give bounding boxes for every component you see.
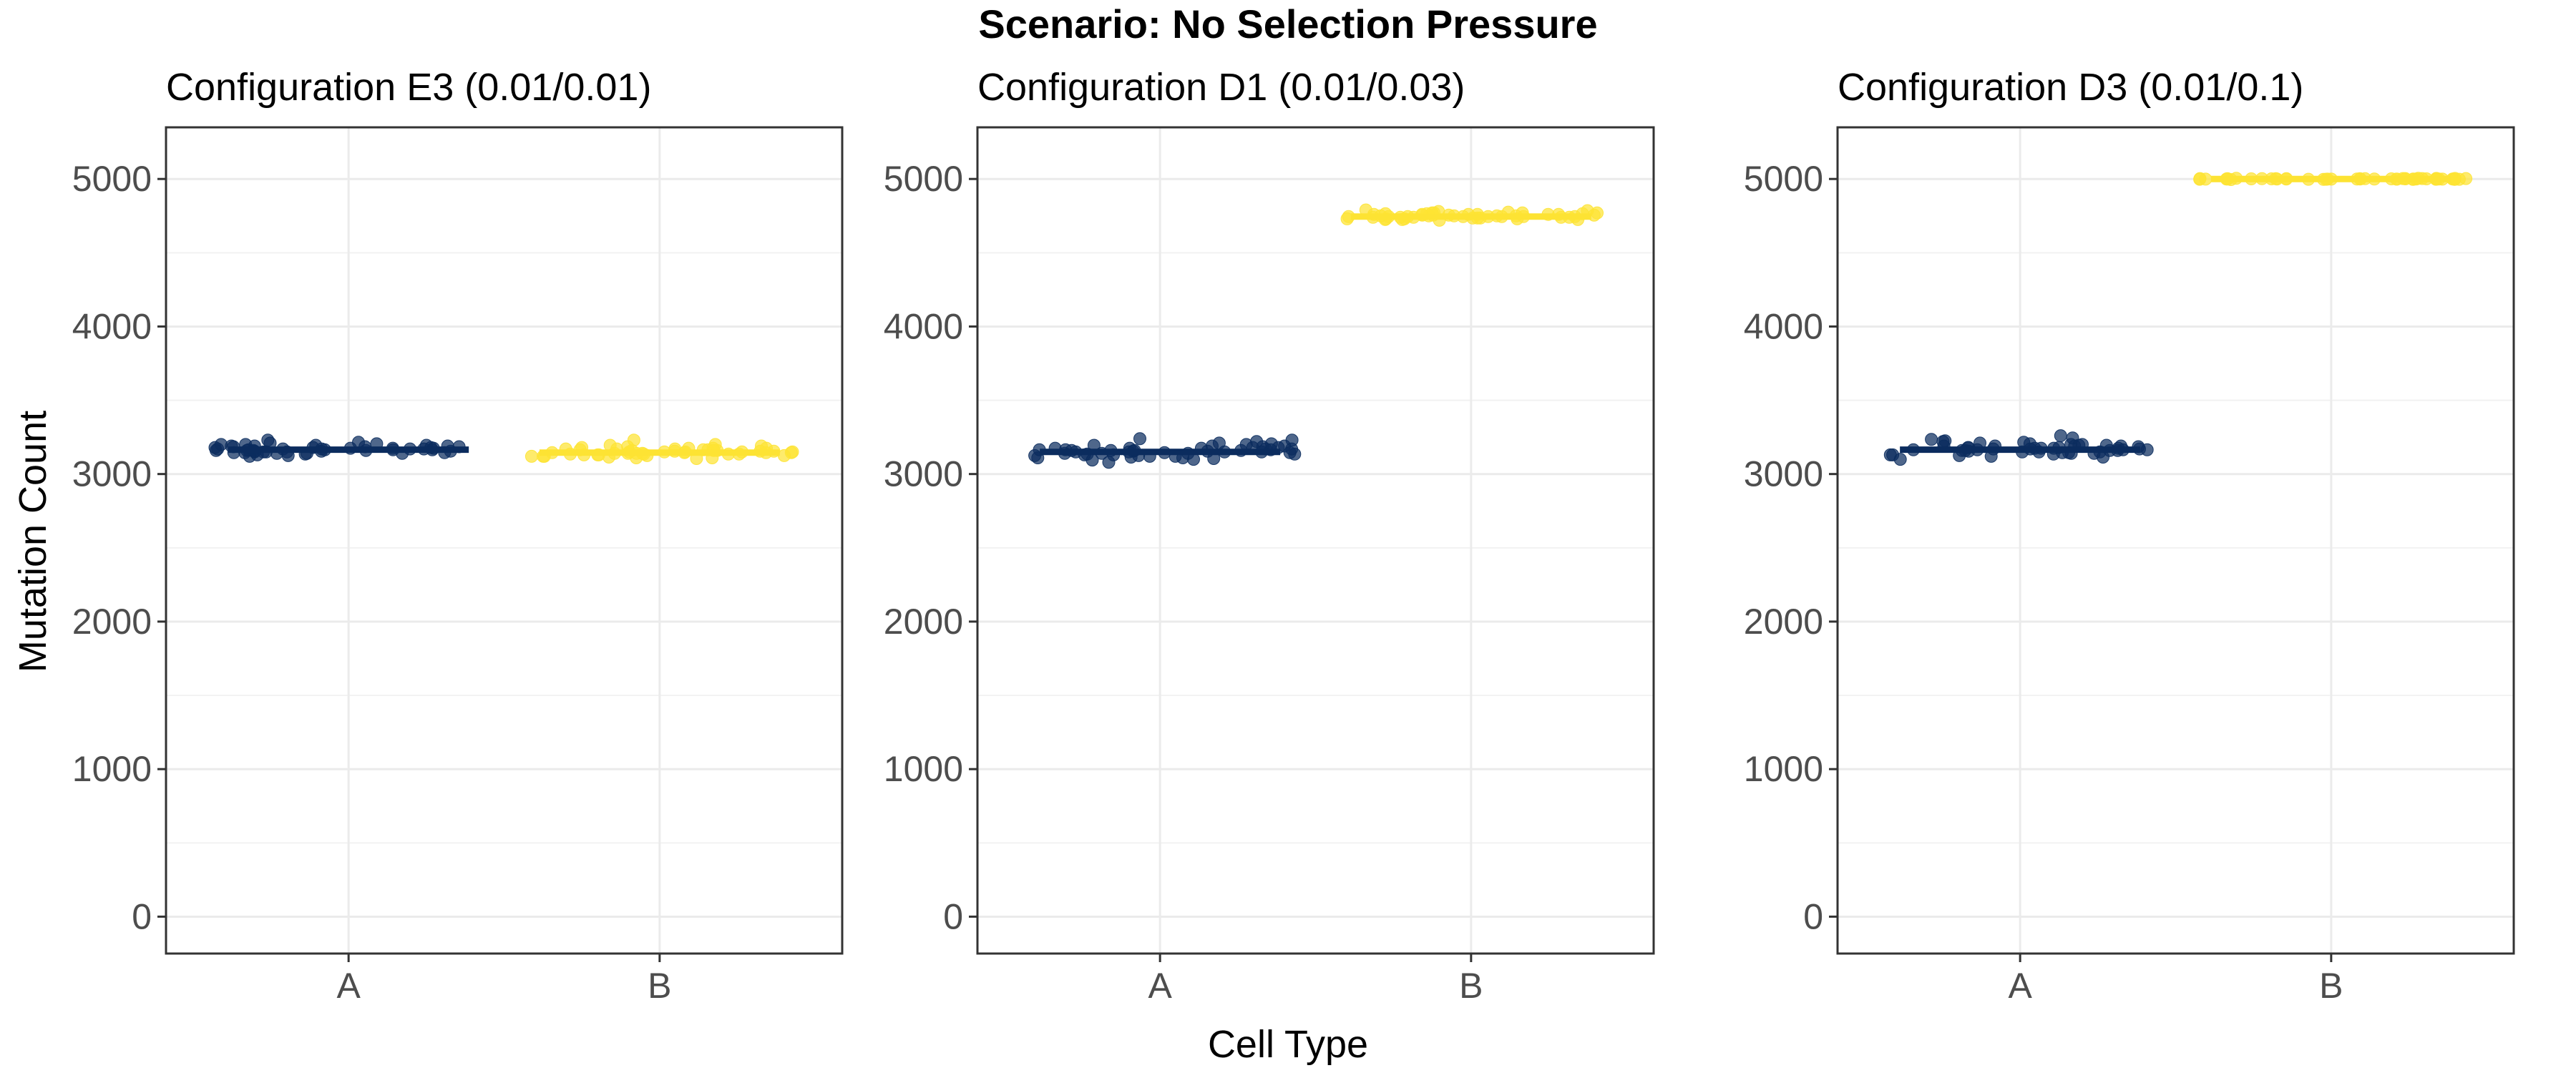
y-tick-label: 2000 bbox=[72, 602, 152, 642]
data-point bbox=[1278, 439, 1292, 453]
x-tick-label-a: A bbox=[336, 966, 361, 1006]
x-axis-title: Cell Type bbox=[1208, 1023, 1368, 1066]
y-tick-label: 3000 bbox=[1744, 454, 1823, 494]
y-tick-label: 1000 bbox=[884, 749, 963, 789]
panels-group: 0 1000 2000 3000 4000 5000 A B Configuration E3 … bbox=[72, 66, 2515, 1006]
data-point bbox=[2140, 443, 2154, 456]
data-point bbox=[1925, 433, 1938, 446]
chart-title: Scenario: No Selection Pressure bbox=[978, 1, 1597, 46]
y-tick-label: 1000 bbox=[1744, 749, 1823, 789]
y-tick-label: 3000 bbox=[884, 454, 963, 494]
data-point bbox=[1883, 448, 1897, 461]
data-point bbox=[1133, 432, 1146, 446]
panel-title: Configuration E3 (0.01/0.01) bbox=[166, 66, 651, 109]
panel-border bbox=[976, 126, 1655, 955]
panel-border bbox=[1836, 126, 2515, 955]
y-tick-label: 4000 bbox=[72, 306, 152, 346]
y-axis-title: Mutation Count bbox=[11, 411, 54, 672]
x-tick-label-b: B bbox=[648, 966, 671, 1006]
data-point bbox=[2066, 431, 2079, 445]
y-tick-label: 4000 bbox=[1744, 306, 1823, 346]
panel-title: Configuration D1 (0.01/0.03) bbox=[977, 66, 1465, 109]
panel-background bbox=[166, 127, 842, 954]
data-point bbox=[1264, 437, 1278, 451]
x-tick-label-b: B bbox=[2319, 966, 2343, 1006]
y-tick-label: 0 bbox=[132, 896, 152, 936]
panel-2: 0 1000 2000 3000 4000 5000 A B Configuration D1 … bbox=[884, 66, 1655, 1006]
x-tick-label-a: A bbox=[2008, 966, 2032, 1006]
panel-background bbox=[1838, 127, 2514, 954]
data-point bbox=[525, 449, 538, 463]
y-tick-label: 5000 bbox=[884, 159, 963, 199]
y-tick-label: 0 bbox=[1803, 896, 1823, 936]
data-point bbox=[2054, 429, 2067, 443]
data-point bbox=[786, 445, 799, 459]
y-tick-label: 3000 bbox=[72, 454, 152, 494]
y-tick-label: 0 bbox=[943, 896, 963, 936]
y-tick-label: 2000 bbox=[1744, 602, 1823, 642]
data-point bbox=[1102, 456, 1116, 469]
panel-background bbox=[977, 127, 1654, 954]
x-tick-label-a: A bbox=[1148, 966, 1172, 1006]
series-a bbox=[1883, 429, 2154, 466]
series-b bbox=[1340, 203, 1604, 227]
data-point bbox=[2193, 172, 2207, 186]
x-tick-label-b: B bbox=[1459, 966, 1483, 1006]
y-tick-label: 2000 bbox=[884, 602, 963, 642]
panel-title: Configuration D3 (0.01/0.1) bbox=[1838, 66, 2303, 109]
series-b bbox=[2193, 172, 2473, 186]
series-a bbox=[1028, 432, 1302, 469]
panel-3: 0 1000 2000 3000 4000 5000 A B Configuration D3 … bbox=[1744, 66, 2515, 1006]
y-tick-label: 5000 bbox=[72, 159, 152, 199]
data-point bbox=[1936, 435, 1950, 449]
data-point bbox=[210, 444, 223, 457]
y-tick-label: 4000 bbox=[884, 306, 963, 346]
y-tick-label: 1000 bbox=[72, 749, 152, 789]
panel-border bbox=[165, 126, 844, 955]
y-tick-label: 5000 bbox=[1744, 159, 1823, 199]
panel-1: 0 1000 2000 3000 4000 5000 A B Configuration E3 … bbox=[72, 66, 844, 1006]
data-point bbox=[2459, 172, 2473, 185]
series-a bbox=[208, 433, 469, 463]
data-point bbox=[261, 433, 275, 447]
series-b bbox=[525, 433, 799, 465]
